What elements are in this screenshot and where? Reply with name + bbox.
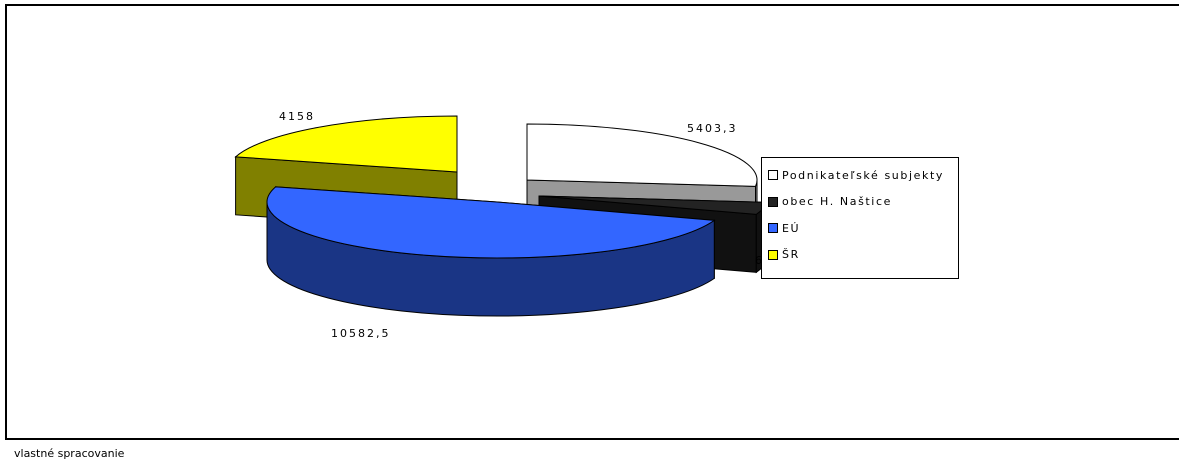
- label-sr: 4158: [279, 110, 315, 123]
- legend-item: ŠR: [768, 242, 958, 269]
- legend-label: Podnikateľské subjekty: [782, 168, 944, 182]
- legend: Podnikateľské subjekty obec H. Naštice EÚ Š…: [761, 157, 959, 279]
- slice-top-face: [234, 115, 458, 173]
- legend-swatch: [768, 196, 778, 207]
- legend-item: obec H. Naštice: [768, 189, 958, 216]
- slice-top-face: [266, 186, 716, 259]
- source-note: vlastné spracovanie: [14, 447, 125, 460]
- legend-swatch: [768, 170, 778, 181]
- label-obec-h-nastice: 6: [755, 254, 764, 267]
- chart-frame: [5, 4, 1179, 440]
- slice-top-face: [526, 123, 758, 187]
- legend-item: Podnikateľské subjekty: [768, 162, 958, 189]
- label-eu: 10582,5: [331, 327, 391, 340]
- legend-label: obec H. Naštice: [782, 195, 892, 209]
- legend-swatch: [768, 223, 778, 234]
- legend-label: EÚ: [782, 221, 801, 235]
- pie-slices: [234, 115, 769, 317]
- slice-eu: [266, 186, 716, 317]
- legend-label: ŠR: [782, 248, 800, 262]
- legend-item: EÚ: [768, 215, 958, 242]
- data-labels: 5403,3 6 10582,5 4158: [279, 110, 764, 340]
- label-podnikatelske-subjekty: 5403,3: [687, 122, 738, 135]
- legend-swatch: [768, 249, 778, 260]
